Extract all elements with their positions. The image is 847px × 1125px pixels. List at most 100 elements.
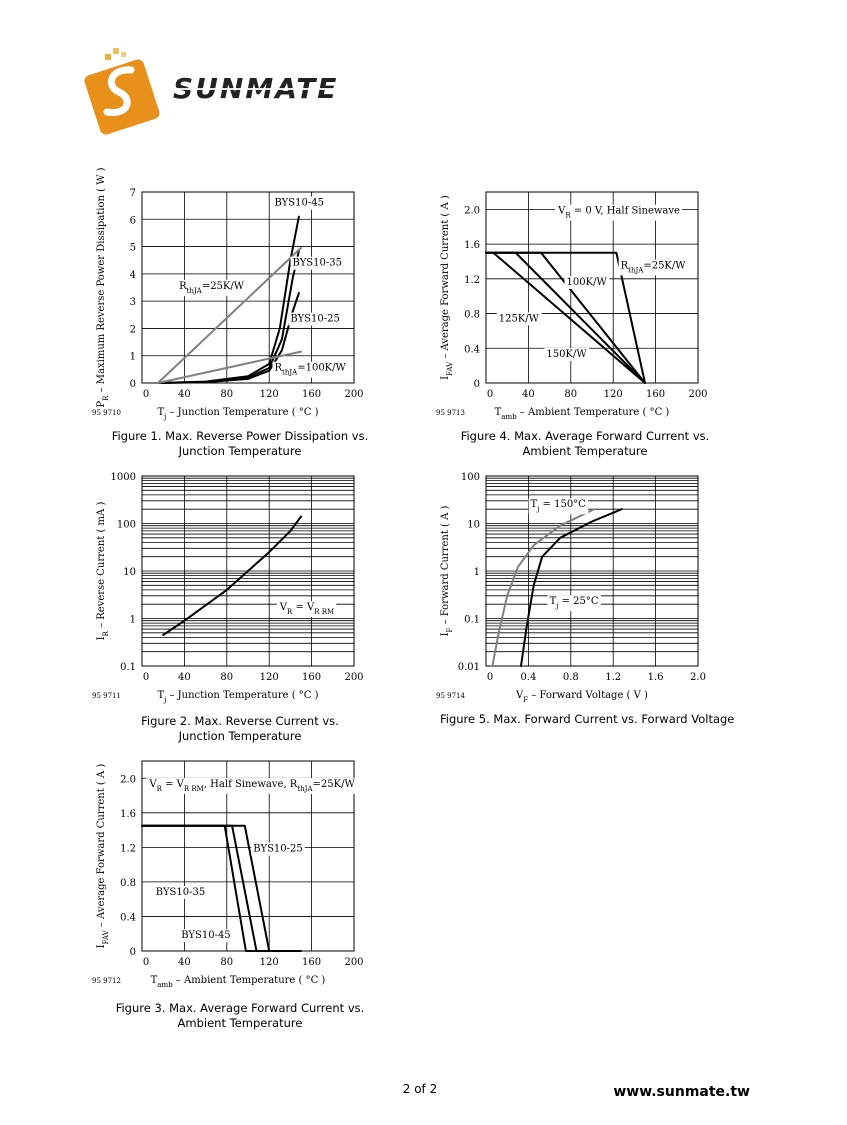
series-label: BYS10-25: [253, 844, 302, 855]
x-tick-label: 40: [522, 389, 535, 400]
y-axis-label: IR – Reverse Current ( mA ): [96, 502, 110, 641]
x-tick-label: 160: [646, 389, 665, 400]
series-label: 150K/W: [546, 349, 587, 360]
label-background: [251, 842, 305, 856]
caption-line: Junction Temperature: [178, 729, 302, 743]
x-axis-label: Tj – Junction Temperature ( °C ): [157, 690, 318, 704]
y-tick-label: 1: [130, 615, 136, 626]
series-label: RthJA=25K/W: [621, 260, 687, 274]
x-tick-label: 1.6: [648, 672, 664, 683]
y-tick-label: 1000: [111, 472, 136, 483]
figure-number: 95 9712: [92, 977, 121, 985]
series-label: 125K/W: [499, 313, 540, 324]
y-axis-label: IFAV – Average Forward Current ( A ): [96, 764, 110, 949]
label-background: [564, 275, 610, 289]
label-background: [272, 196, 326, 210]
series-label: BYS10-35: [156, 887, 205, 898]
figure-number: 95 9710: [92, 409, 121, 417]
y-tick-label: 0: [130, 379, 136, 390]
series-label: RthJA=100K/W: [275, 363, 347, 377]
x-tick-label: 80: [220, 672, 233, 683]
label-background: [179, 929, 233, 943]
x-tick-label: 120: [260, 957, 279, 968]
x-tick-label: 40: [178, 672, 191, 683]
series-label: VR = VR RM: [279, 602, 334, 616]
series-line: [491, 508, 596, 667]
y-tick-label: 7: [130, 188, 136, 199]
x-tick-label: 1.2: [605, 672, 621, 683]
y-tick-label: 0.4: [464, 344, 480, 355]
chart-fig5: 0 0.4 0.8 1.2 1.6 2.0 0.01 0.1 1 10 100 VF – Forwar…: [436, 472, 706, 704]
series-label: BYS10-25: [290, 314, 339, 325]
y-tick-label: 100: [461, 472, 480, 483]
plot-frame: [141, 191, 355, 384]
y-axis-label: PR – Maximum Reverse Power Dissipation (…: [96, 167, 110, 407]
figure-number: 95 9711: [92, 692, 121, 700]
series-line: [520, 508, 623, 667]
chart-grid: [486, 476, 698, 666]
label-background: [288, 312, 342, 326]
series-label: 100K/W: [567, 277, 608, 288]
y-axis-label: IFAV – Average Forward Current ( A ): [440, 195, 454, 380]
y-tick-label: 2.0: [464, 205, 480, 216]
label-background: [547, 595, 601, 612]
caption-line: Ambient Temperature: [177, 1016, 303, 1030]
chart-fig4: 0 40 80 120 160 200 0 0.4 0.8 1.2 1.6 2.0 Tamb – Amb…: [436, 191, 708, 421]
caption-line: Figure 3. Max. Average Forward Current v…: [115, 1001, 365, 1015]
label-background: [146, 777, 358, 794]
plot-frame: [485, 475, 699, 667]
y-tick-label: 3: [130, 297, 136, 308]
y-tick-label: 0.8: [464, 310, 480, 321]
y-tick-label: 5: [130, 243, 136, 254]
label-background: [496, 312, 542, 326]
y-tick-label: 0: [130, 947, 136, 958]
caption-line: Junction Temperature: [178, 444, 302, 458]
y-tick-label: 1.2: [464, 275, 480, 286]
series-label: RthJA=25K/W: [179, 281, 245, 295]
x-tick-label: 0: [143, 389, 149, 400]
x-tick-label: 160: [302, 672, 321, 683]
y-tick-label: 100: [117, 520, 136, 531]
caption-fig4: Figure 4. Max. Average Forward Current v…: [440, 429, 730, 459]
page-number: 2 of 2: [402, 1082, 438, 1096]
series-line: [141, 824, 271, 952]
caption-line: Ambient Temperature: [522, 444, 648, 458]
x-axis-label: Tj – Junction Temperature ( °C ): [157, 407, 318, 421]
x-tick-label: 200: [688, 389, 707, 400]
sunmate-logo: SUNMATE: [84, 48, 343, 135]
series-line: [156, 350, 302, 384]
x-tick-label: 200: [344, 957, 363, 968]
label-background: [153, 885, 208, 899]
x-tick-label: 0: [143, 672, 149, 683]
x-tick-label: 120: [260, 389, 279, 400]
series-label: BYS10-45: [275, 198, 324, 209]
series-label: BYS10-45: [181, 930, 230, 941]
x-tick-label: 0.8: [563, 672, 579, 683]
y-tick-label: 6: [130, 215, 136, 226]
website-url: www.sunmate.tw: [613, 1084, 750, 1100]
y-tick-label: 1: [474, 567, 480, 578]
y-tick-label: 10: [123, 567, 136, 578]
y-tick-label: 2.0: [120, 774, 136, 785]
series-line: [156, 292, 300, 384]
series-label: VR = VR RM, Half Sinewave, RthJA=25K/W: [148, 779, 355, 793]
x-axis-label: VF – Forward Voltage ( V ): [515, 690, 648, 704]
label-background: [272, 361, 349, 378]
caption-line: Figure 1. Max. Reverse Power Dissipation…: [111, 429, 369, 443]
y-tick-label: 0.4: [120, 912, 136, 923]
chart-fig3: 0 40 80 120 160 200 0 0.4 0.8 1.2 1.6 2.0 Tamb – Amb…: [92, 760, 364, 989]
x-tick-label: 0: [143, 957, 149, 968]
x-axis-label: Tamb – Ambient Temperature ( °C ): [495, 407, 670, 421]
y-tick-label: 0: [474, 379, 480, 390]
plot-frame: [141, 475, 355, 667]
label-background: [276, 601, 337, 618]
logo-mark-icon: [84, 48, 160, 135]
x-tick-label: 0.4: [520, 672, 536, 683]
x-axis-label: Tamb – Ambient Temperature ( °C ): [151, 975, 326, 989]
y-tick-label: 1.2: [120, 843, 136, 854]
caption-line: Figure 4. Max. Average Forward Current v…: [460, 429, 710, 443]
y-tick-label: 0.1: [464, 615, 480, 626]
y-tick-label: 1.6: [464, 240, 480, 251]
series-label: Tj = 25°C: [550, 596, 599, 610]
figure-number: 95 9714: [436, 692, 465, 700]
